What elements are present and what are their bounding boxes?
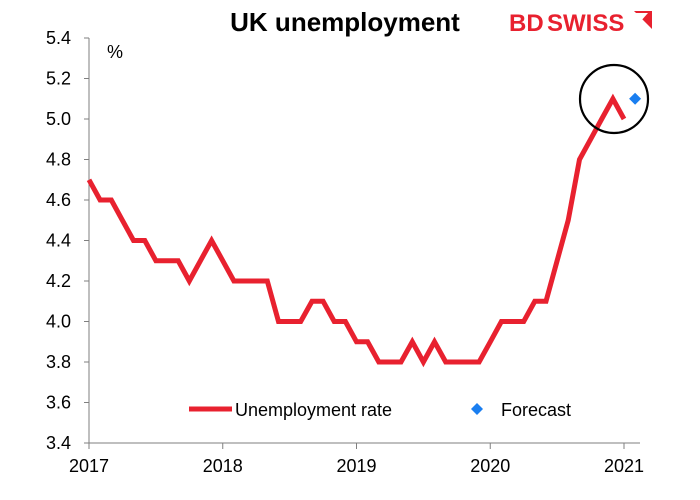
legend-label-unemployment: Unemployment rate [235,400,392,420]
y-tick-label: 4.4 [46,231,71,251]
y-tick-label: 3.8 [46,352,71,372]
y-axis-ticks: 3.4 3.6 3.8 4.0 4.2 4.4 4.6 4.8 5.0 5.2 5.4 [46,28,89,453]
series-line-unemployment-rate [86,93,627,368]
forecast-point [629,92,642,105]
logo-text-bd: BD [509,10,544,37]
y-tick-label: 3.4 [46,433,71,453]
x-tick-label: 2017 [69,456,109,476]
bdswiss-logo: BD SWISS [509,10,652,37]
y-axis-unit-label: % [107,42,123,62]
y-tick-label: 4.6 [46,190,71,210]
legend: Unemployment rate Forecast [189,400,571,420]
y-tick-label: 5.2 [46,69,71,89]
highlight-circle-annotation [578,63,650,135]
logo-arrow-cut-icon [631,13,648,22]
y-tick-label: 3.6 [46,393,71,413]
y-tick-label: 5.4 [46,28,71,48]
logo-text-swiss: SWISS [547,10,624,37]
x-tick-label: 2020 [470,456,510,476]
y-tick-label: 4.8 [46,150,71,170]
x-axis-ticks: 2017 2018 2019 2020 2021 [69,443,644,476]
series-layer [86,92,642,368]
x-tick-label: 2019 [336,456,376,476]
y-tick-label: 5.0 [46,109,71,129]
x-tick-label: 2018 [203,456,243,476]
legend-label-forecast: Forecast [501,400,571,420]
y-tick-label: 4.0 [46,312,71,332]
y-tick-label: 4.2 [46,271,71,291]
legend-diamond-swatch [471,403,483,415]
chart-title: UK unemployment [230,7,460,37]
x-tick-label: 2021 [604,456,644,476]
